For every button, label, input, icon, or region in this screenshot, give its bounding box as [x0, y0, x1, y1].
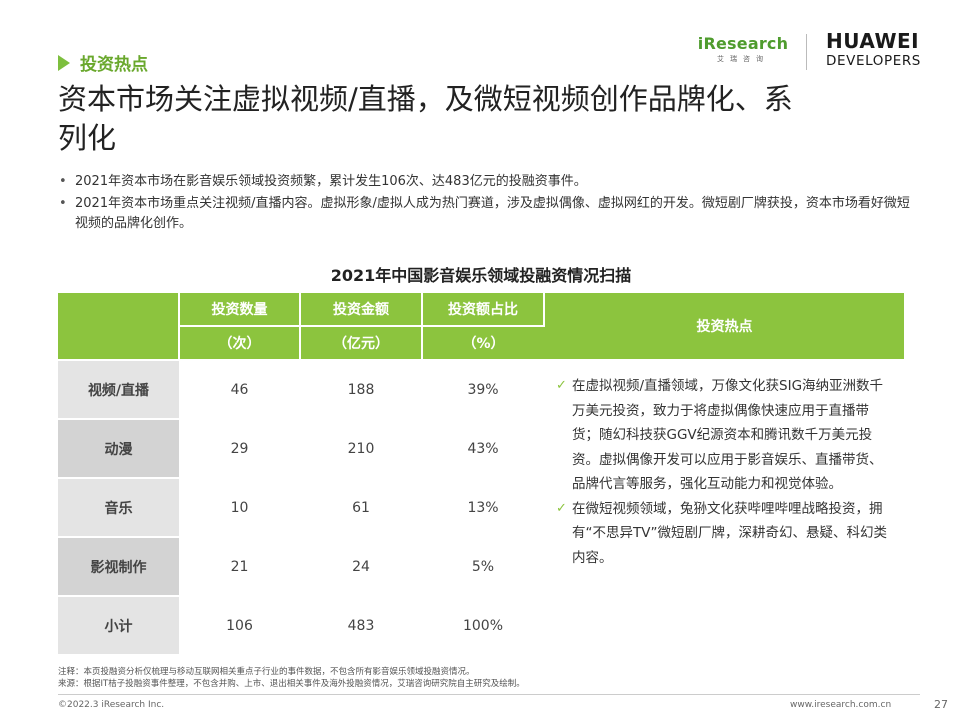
- header-share: 投资额占比: [422, 293, 545, 327]
- table-unit-row: （次） （亿元） （%）: [58, 326, 904, 361]
- table-header-row: 投资数量 投资金额 投资额占比 投资热点: [58, 293, 904, 361]
- footnote-source: 来源：根据IT桔子投融资事件整理，不包含并购、上市、退出相关事件及海外投融资情况…: [58, 679, 525, 689]
- table-row: 动漫 29 210 43%: [58, 419, 904, 479]
- summary-bullets: 2021年资本市场在影音娱乐领域投资频繁，累计发生106次、达483亿元的投融资…: [58, 172, 920, 236]
- cell-amount: 61: [352, 499, 370, 516]
- cell-share: 39%: [467, 382, 499, 398]
- section-tag-label: 投资热点: [80, 55, 148, 75]
- row-label: 视频/直播: [58, 360, 179, 420]
- cell-count: 29: [230, 440, 249, 457]
- table-row: 小计 106 483 100%: [58, 596, 904, 656]
- row-label: 音乐: [58, 478, 179, 538]
- cell-share: 5%: [471, 558, 495, 575]
- row-label: 小计: [58, 596, 179, 656]
- huawei-logo-text: HUAWEI: [826, 29, 920, 53]
- table-row: 影视制作 21 24 5%: [58, 537, 904, 597]
- header-hotspot: 投资热点: [544, 293, 904, 361]
- cell-share: 100%: [462, 617, 504, 634]
- unit-count: （次）: [179, 326, 301, 361]
- footnote-note: 注释：本页投融资分析仅梳理与移动互联网相关重点子行业的事件数据，不包含所有影音娱…: [58, 667, 475, 677]
- website-link[interactable]: www.iresearch.com.cn: [790, 700, 892, 710]
- hotspot-item: ✓ 在虚拟视频/直播领域，万像文化获SIG海纳亚洲数千万美元投资，致力于将虚拟偶…: [556, 374, 894, 497]
- cell-amount: 24: [352, 558, 370, 575]
- hotspot-list: ✓ 在虚拟视频/直播领域，万像文化获SIG海纳亚洲数千万美元投资，致力于将虚拟偶…: [544, 361, 904, 570]
- hotspot-item: ✓ 在微短视频领域，兔狲文化获哔哩哔哩战略投资，拥有“不思异TV”微短剧厂牌，深…: [556, 497, 894, 571]
- cell-share: 43%: [467, 440, 499, 457]
- cell-count: 10: [230, 499, 249, 516]
- play-triangle-icon: [58, 54, 70, 71]
- table-row: 音乐 10 61 13%: [58, 478, 904, 538]
- summary-bullet: 2021年资本市场重点关注视频/直播内容。虚拟形象/虚拟人成为热门赛道，涉及虚拟…: [58, 194, 920, 234]
- iresearch-logo-text: iResearch: [697, 34, 789, 53]
- developers-logo-text: DEVELOPERS: [826, 53, 921, 69]
- iresearch-logo-subtext: 艾瑞咨询: [717, 55, 769, 63]
- row-label: 动漫: [58, 419, 179, 479]
- cell-count: 21: [230, 558, 249, 575]
- investment-table: 投资数量 投资金额 投资额占比 投资热点 （次） （亿元） （%） 视频/直播 …: [58, 293, 904, 656]
- hotspot-cell: ✓ 在虚拟视频/直播领域，万像文化获SIG海纳亚洲数千万美元投资，致力于将虚拟偶…: [544, 360, 904, 655]
- cell-amount: 188: [347, 382, 375, 398]
- hotspot-text: 在微短视频领域，兔狲文化获哔哩哔哩战略投资，拥有“不思异TV”微短剧厂牌，深耕奇…: [572, 500, 887, 566]
- table-title: 2021年中国影音娱乐领域投融资情况扫描: [330, 266, 632, 285]
- cell-amount: 483: [347, 617, 375, 634]
- cell-share: 13%: [467, 499, 499, 516]
- check-icon: ✓: [556, 500, 567, 516]
- page-number: 27: [934, 698, 948, 711]
- cell-amount: 210: [347, 440, 375, 457]
- check-icon: ✓: [556, 378, 567, 393]
- copyright: ©2022.3 iResearch Inc.: [58, 700, 165, 710]
- unit-amount: （亿元）: [300, 326, 423, 361]
- table-corner-cell: [58, 293, 180, 361]
- cell-count: 46: [230, 382, 249, 398]
- footnotes: 注释：本页投融资分析仅梳理与移动互联网相关重点子行业的事件数据，不包含所有影音娱…: [58, 666, 525, 690]
- unit-share: （%）: [422, 326, 544, 361]
- summary-bullet: 2021年资本市场在影音娱乐领域投资频繁，累计发生106次、达483亿元的投融资…: [58, 172, 920, 192]
- section-tag: 投资热点: [58, 50, 148, 75]
- row-label: 影视制作: [58, 537, 179, 597]
- header-count: 投资数量: [179, 293, 301, 327]
- page-title: 资本市场关注虚拟视频/直播，及微短视频创作品牌化、系列化: [58, 82, 793, 155]
- logo-divider: [806, 34, 807, 70]
- hotspot-text: 在虚拟视频/直播领域，万像文化获SIG海纳亚洲数千万美元投资，致力于将虚拟偶像快…: [572, 378, 884, 492]
- footer-divider: [58, 694, 920, 695]
- table-row: 视频/直播 46 188 39% ✓ 在虚拟视频/直播领域，万像文化获SIG海纳…: [58, 360, 904, 655]
- huawei-developers-logo: HUAWEI DEVELOPERS: [826, 30, 921, 70]
- iresearch-logo: iResearch 艾瑞咨询: [693, 34, 793, 64]
- header-amount: 投资金额: [300, 293, 423, 327]
- cell-count: 106: [226, 617, 253, 634]
